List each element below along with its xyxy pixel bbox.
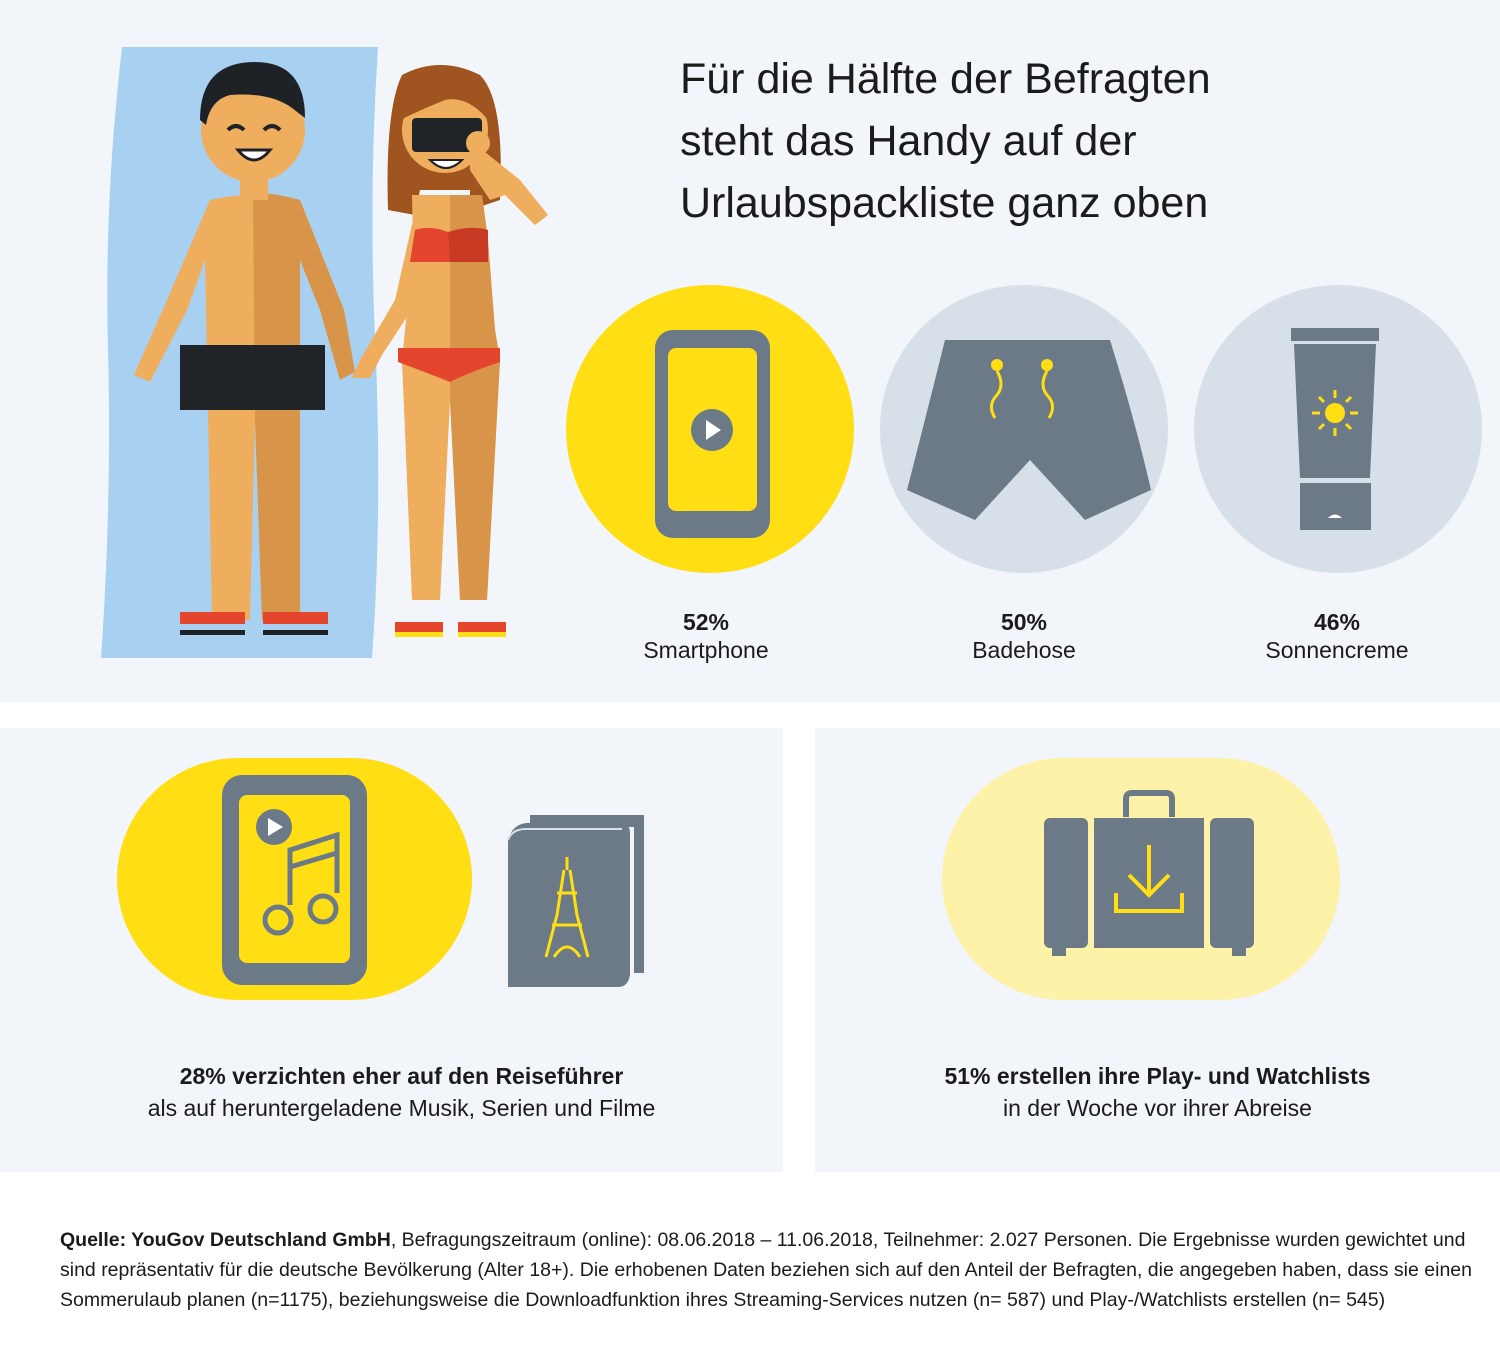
suitcase-download-icon <box>1044 790 1254 956</box>
stat-sunscreen: 46% Sonnencreme <box>1187 608 1487 664</box>
left-card-normal: als auf heruntergeladene Musik, Serien u… <box>147 1095 656 1121</box>
stat-smartphone: 52% Smartphone <box>556 608 856 664</box>
woman-figure <box>352 65 548 637</box>
travel-guide-book-icon <box>507 815 644 987</box>
headline-line-1: Für die Hälfte der Befragten <box>680 55 1211 103</box>
left-card-caption: 28% verzichten eher auf den Reiseführer … <box>20 1060 783 1124</box>
stat-label: Smartphone <box>643 637 769 663</box>
stat-label: Sonnencreme <box>1265 637 1409 663</box>
headline: Für die Hälfte der Befragten steht das H… <box>680 48 1480 234</box>
stat-label: Badehose <box>972 637 1076 663</box>
sunscreen-icon <box>1291 328 1379 530</box>
headline-line-3: Urlaubspackliste ganz oben <box>680 179 1209 227</box>
source-label: Quelle: YouGov Deutschland GmbH <box>60 1229 391 1251</box>
smartphone-icon <box>655 330 770 538</box>
man-figure <box>134 62 355 635</box>
stat-percent: 50% <box>1000 609 1048 635</box>
stat-percent: 46% <box>1313 609 1361 635</box>
left-card-strong: 28% verzichten eher auf den Reiseführer <box>179 1063 624 1089</box>
right-card-strong: 51% erstellen ihre Play- und Watchlists <box>944 1063 1371 1089</box>
stat-percent: 52% <box>682 609 730 635</box>
stat-swim-trunks: 50% Badehose <box>874 608 1174 664</box>
headline-line-2: steht das Handy auf der <box>680 117 1137 165</box>
source-note: Quelle: YouGov Deutschland GmbH, Befragu… <box>60 1225 1480 1315</box>
right-card-normal: in der Woche vor ihrer Abreise <box>1003 1095 1312 1121</box>
music-phone-icon <box>222 775 367 985</box>
swim-trunks-icon <box>907 340 1151 520</box>
source-text: , Befragungszeitraum (online): 08.06.201… <box>60 1229 1472 1311</box>
beach-couple-illustration <box>101 47 548 658</box>
right-card-caption: 51% erstellen ihre Play- und Watchlists … <box>815 1060 1500 1124</box>
